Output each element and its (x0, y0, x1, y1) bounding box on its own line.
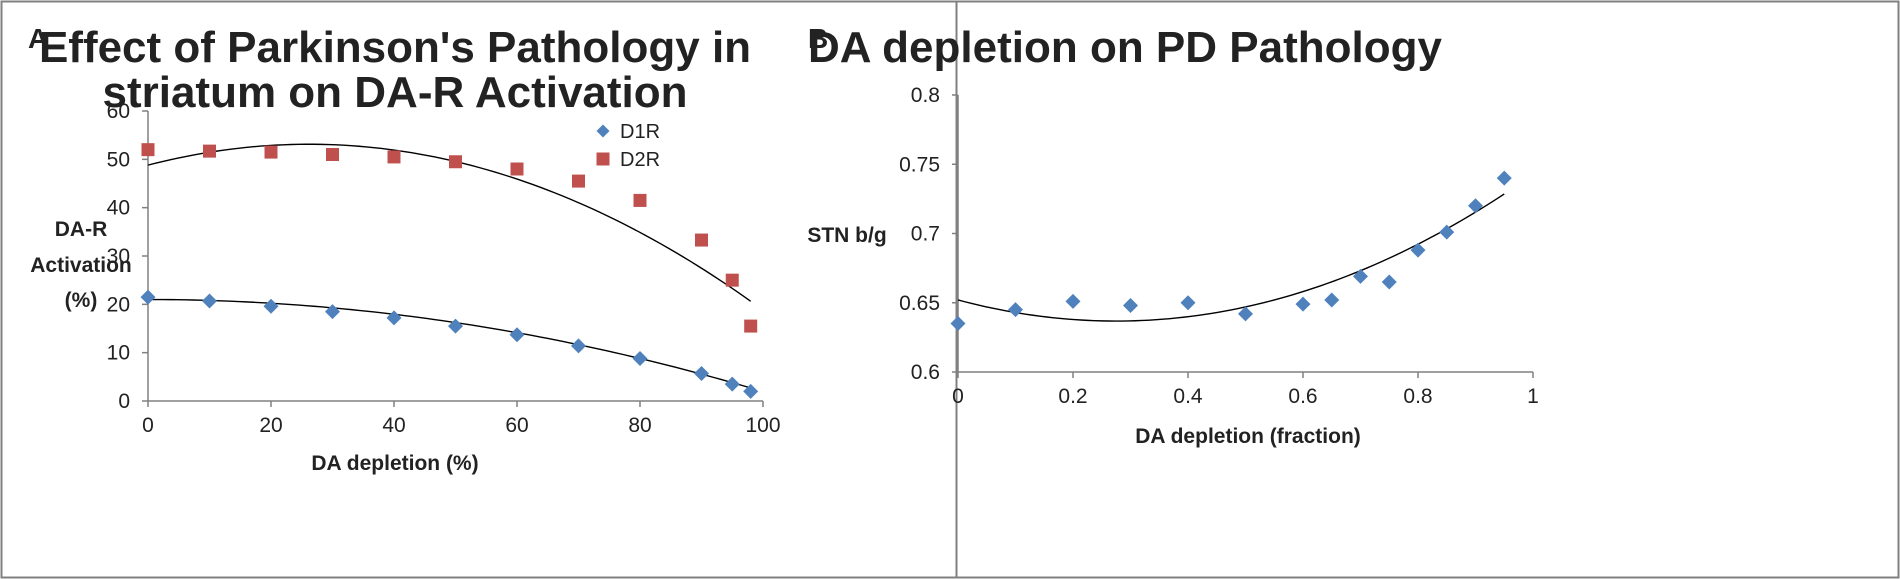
data-point-d2r (387, 150, 401, 164)
data-point-d1r (509, 327, 525, 343)
y-axis-label-line: Activation (30, 254, 132, 277)
x-tick-label: 0.4 (1173, 385, 1203, 408)
data-point-d2r (695, 233, 708, 247)
x-tick-label: 0.2 (1058, 385, 1087, 408)
data-point-d2r (264, 145, 278, 159)
data-point-d1r (448, 318, 463, 334)
data-point-stn-b-g (1123, 298, 1138, 314)
panel-letter: A (28, 23, 48, 54)
x-tick-label: 100 (745, 414, 780, 437)
chart-panel-b: BDA depletion on PD Pathology 0.6 0.65 0.7 0… (807, 23, 1539, 448)
data-point-d1r (325, 304, 340, 320)
y-tick-label: 50 (107, 148, 130, 171)
x-tick-label: 0 (952, 385, 964, 408)
data-point-d2r (725, 273, 739, 287)
x-tick-label: 0.8 (1403, 385, 1432, 408)
trendline-d1r (147, 298, 751, 389)
x-tick-label: 20 (259, 414, 282, 437)
chart-title-line: striatum on DA-R Activation (102, 68, 687, 117)
x-tick-label: 60 (505, 414, 528, 437)
data-point-d1r (694, 365, 709, 381)
x-tick-label: 40 (382, 414, 405, 437)
data-point-d2r (510, 162, 524, 176)
legend-label-d2r: D2R (620, 149, 660, 171)
x-tick-label: 80 (628, 414, 651, 437)
data-point-d2r (633, 193, 647, 207)
y-tick-label: 60 (107, 100, 130, 123)
data-point-stn-b-g (1410, 242, 1426, 258)
y-tick-label: 10 (107, 342, 130, 365)
data-point-d1r (202, 293, 217, 309)
legend-label-d1r: D1R (620, 121, 660, 143)
data-point-stn-b-g (1065, 293, 1081, 309)
y-axis-label-line: STN b/g (807, 224, 886, 247)
data-point-stn-b-g (1180, 295, 1196, 311)
y-tick-label: 0.65 (899, 292, 940, 315)
legend-marker-d2r (596, 152, 610, 166)
y-axis-label-line: (%) (65, 289, 98, 312)
y-tick-label: 0.6 (911, 361, 940, 384)
data-point-stn-b-g (1238, 306, 1253, 322)
chart-title-line: Effect of Parkinson's Pathology in (39, 23, 751, 72)
y-axis-label-line: DA-R (55, 218, 108, 241)
data-point-d2r (449, 155, 462, 169)
panel-letter: B (808, 23, 828, 54)
data-point-stn-b-g (1008, 302, 1023, 318)
y-tick-label: 0.8 (911, 84, 940, 107)
x-axis-label: DA depletion (%) (311, 452, 478, 475)
data-point-stn-b-g (1496, 170, 1512, 186)
data-point-d2r (141, 143, 155, 157)
y-tick-label: 30 (107, 245, 130, 268)
data-point-d1r (632, 350, 648, 366)
data-point-stn-b-g (1381, 274, 1397, 290)
data-point-d1r (140, 289, 156, 305)
data-point-d1r (571, 338, 586, 354)
data-point-d2r (326, 148, 339, 161)
y-tick-label: 0.75 (899, 153, 940, 176)
chart-title-line: DA depletion on PD Pathology (808, 23, 1442, 72)
y-tick-label: 40 (107, 197, 130, 220)
data-point-stn-b-g (950, 316, 966, 332)
data-point-d2r (744, 319, 758, 333)
data-point-d1r (386, 310, 402, 326)
legend-marker-d1r (596, 124, 610, 138)
data-point-stn-b-g (1353, 268, 1368, 284)
data-point-d2r (203, 144, 216, 158)
x-tick-label: 1 (1527, 385, 1539, 408)
y-tick-label: 0 (118, 390, 130, 413)
data-point-stn-b-g (1295, 296, 1311, 312)
data-point-stn-b-g (1324, 292, 1340, 308)
data-point-stn-b-g (1439, 224, 1455, 240)
x-axis-label: DA depletion (fraction) (1135, 425, 1361, 448)
y-tick-label: 20 (107, 293, 130, 316)
data-point-d1r (724, 376, 740, 392)
data-point-d1r (743, 383, 759, 399)
panel-b-frame (955, 0, 1900, 579)
data-point-d2r (572, 174, 585, 188)
y-tick-label: 0.7 (911, 223, 940, 246)
x-tick-label: 0 (142, 414, 154, 437)
data-point-stn-b-g (1468, 198, 1483, 214)
x-tick-label: 0.6 (1288, 385, 1317, 408)
trendline-stn-b-g (957, 193, 1505, 322)
data-point-d1r (263, 298, 279, 314)
